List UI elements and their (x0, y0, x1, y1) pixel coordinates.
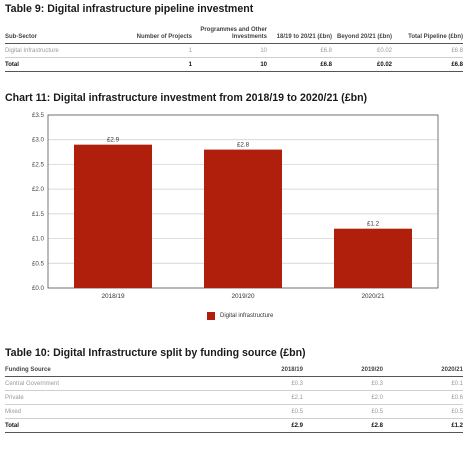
y-tick-label: £1.5 (32, 211, 45, 218)
table10-header-cell: 2019/20 (303, 366, 383, 377)
bar (74, 144, 152, 288)
table-row: Private £2.1 £2.0 £0.6 (5, 390, 463, 405)
table-cell: £2.0 (303, 390, 383, 405)
table9-header-cell: Total Pipeline (£bn) (392, 26, 463, 44)
table10-header-cell: Funding Source (5, 366, 195, 377)
x-tick-label: 2020/21 (361, 293, 385, 300)
table-cell: £1.2 (383, 418, 463, 433)
table10-title: Table 10: Digital Infrastructure split b… (5, 347, 306, 359)
legend-swatch (207, 312, 215, 320)
bar (334, 228, 412, 288)
table10-header-cell: 2018/19 (195, 366, 303, 377)
table-cell: £0.3 (195, 376, 303, 391)
table10-header-cell: 2020/21 (383, 366, 463, 377)
table-cell: £6.8 (267, 57, 332, 72)
bar-data-label: £2.8 (237, 142, 250, 149)
table-row: Mixed £0.5 £0.5 £0.5 (5, 404, 463, 419)
chart-title: Chart 11: Digital infrastructure investm… (5, 92, 368, 104)
table-cell: £0.5 (303, 404, 383, 419)
table-cell: £2.9 (195, 418, 303, 433)
bar (204, 149, 282, 288)
x-tick-label: 2019/20 (231, 293, 255, 300)
table-cell: £0.02 (332, 57, 392, 72)
table9-total-row: Total 1 10 £6.8 £0.02 £6.8 (5, 57, 463, 72)
table-cell: Private (5, 390, 195, 405)
table-cell: 1 (117, 57, 192, 72)
y-tick-label: £2.0 (32, 186, 45, 193)
table-cell: £0.5 (195, 404, 303, 419)
legend-label: Digital infrastructure (220, 313, 274, 319)
y-tick-label: £0.5 (32, 260, 45, 267)
y-tick-label: £3.5 (32, 112, 45, 119)
table-cell: £2.8 (303, 418, 383, 433)
table-cell: £0.6 (383, 390, 463, 405)
table-row: Central Government £0.3 £0.3 £0.1 (5, 376, 463, 391)
table9-header-row: Sub-Sector Number of Projects Programmes… (5, 26, 463, 44)
x-tick-label: 2018/19 (101, 293, 125, 300)
table10: Funding Source 2018/19 2019/20 2020/21 C… (5, 366, 463, 433)
y-tick-label: £2.5 (32, 161, 45, 168)
table-cell: £2.1 (195, 390, 303, 405)
y-tick-label: £0.0 (32, 285, 45, 292)
table-cell: £6.8 (392, 43, 463, 58)
table-cell: 10 (192, 43, 267, 58)
bar-data-label: £1.2 (367, 221, 380, 228)
table9-title: Table 9: Digital infrastructure pipeline… (5, 3, 254, 15)
table-cell: Mixed (5, 404, 195, 419)
table9-header-cell: Programmes and Other Investments (192, 26, 267, 44)
y-tick-label: £3.0 (32, 137, 45, 144)
table-cell: Digital Infrastructure (5, 43, 117, 58)
table10-total-row: Total £2.9 £2.8 £1.2 (5, 418, 463, 433)
table-cell: £0.02 (332, 43, 392, 58)
bar-chart: £0.0 £0.5 £1.0 £1.5 £2.0 £2.5 £3.0 £3.5 £2.9 2018… (32, 112, 439, 300)
table-cell: Total (5, 57, 117, 72)
bar-data-label: £2.9 (107, 137, 120, 144)
table-cell: Total (5, 418, 195, 433)
table-cell: £0.5 (383, 404, 463, 419)
table-cell: £6.8 (392, 57, 463, 72)
table-cell: 10 (192, 57, 267, 72)
table-cell: Central Government (5, 376, 195, 391)
table-cell: £0.3 (303, 376, 383, 391)
table9: Sub-Sector Number of Projects Programmes… (5, 26, 463, 72)
chart-legend: Digital infrastructure (207, 312, 273, 320)
table9-header-cell: Sub-Sector (5, 26, 117, 44)
table9-header-cell: Beyond 20/21 (£bn) (332, 26, 392, 44)
table-cell: £0.1 (383, 376, 463, 391)
table-row: Digital Infrastructure 1 10 £6.8 £0.02 £… (5, 43, 463, 58)
table-cell: £6.8 (267, 43, 332, 58)
y-tick-label: £1.0 (32, 236, 45, 243)
table10-header-row: Funding Source 2018/19 2019/20 2020/21 (5, 366, 463, 377)
table9-header-cell: 18/19 to 20/21 (£bn) (267, 26, 332, 44)
table-cell: 1 (117, 43, 192, 58)
table9-header-cell: Number of Projects (117, 26, 192, 44)
